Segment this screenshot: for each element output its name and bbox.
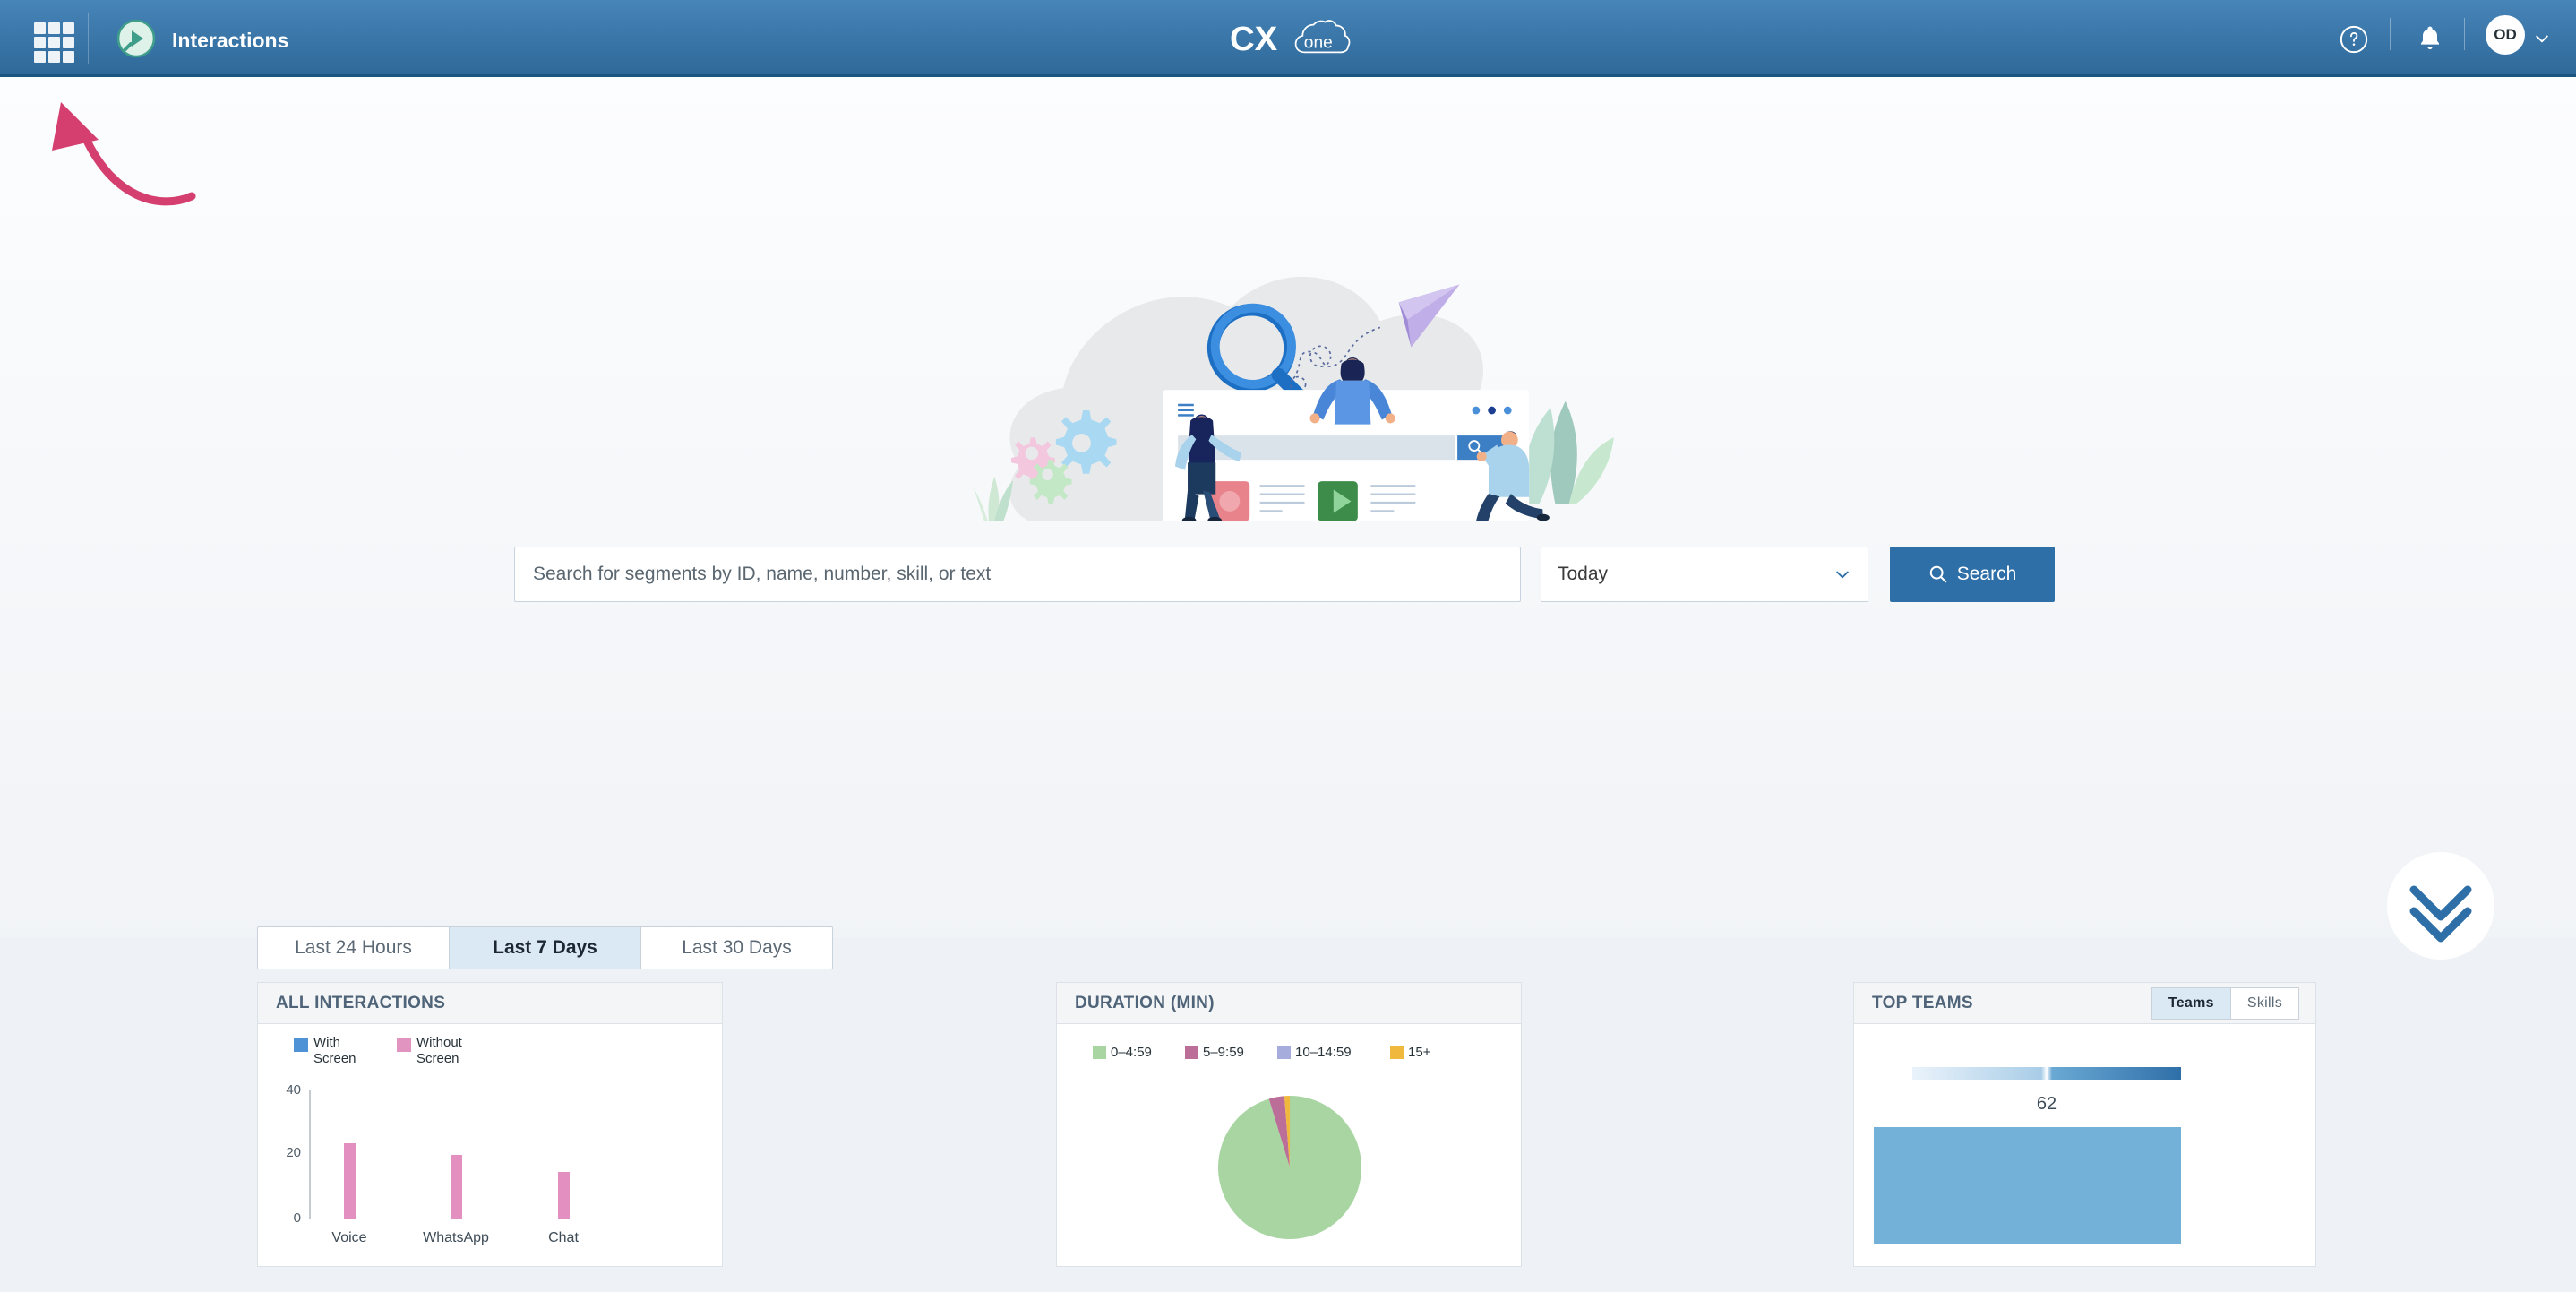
svg-text:one: one — [1304, 34, 1333, 53]
svg-text:62: 62 — [2037, 1094, 2057, 1114]
svg-text:10–14:59: 10–14:59 — [1295, 1045, 1352, 1060]
svg-text:40: 40 — [286, 1082, 301, 1098]
svg-text:CX: CX — [1230, 20, 1278, 58]
svg-text:Screen: Screen — [416, 1051, 459, 1066]
svg-text:Chat: Chat — [548, 1230, 579, 1245]
svg-text:Voice: Voice — [331, 1230, 366, 1245]
svg-text:5–9:59: 5–9:59 — [1203, 1045, 1244, 1060]
svg-text:0: 0 — [294, 1210, 301, 1226]
svg-text:20: 20 — [286, 1145, 301, 1160]
svg-text:15+: 15+ — [1408, 1045, 1431, 1060]
svg-text:Without: Without — [416, 1035, 463, 1050]
svg-text:Screen: Screen — [313, 1051, 356, 1066]
svg-text:WhatsApp: WhatsApp — [423, 1230, 489, 1245]
svg-text:With: With — [313, 1035, 340, 1050]
svg-text:0–4:59: 0–4:59 — [1111, 1045, 1152, 1060]
